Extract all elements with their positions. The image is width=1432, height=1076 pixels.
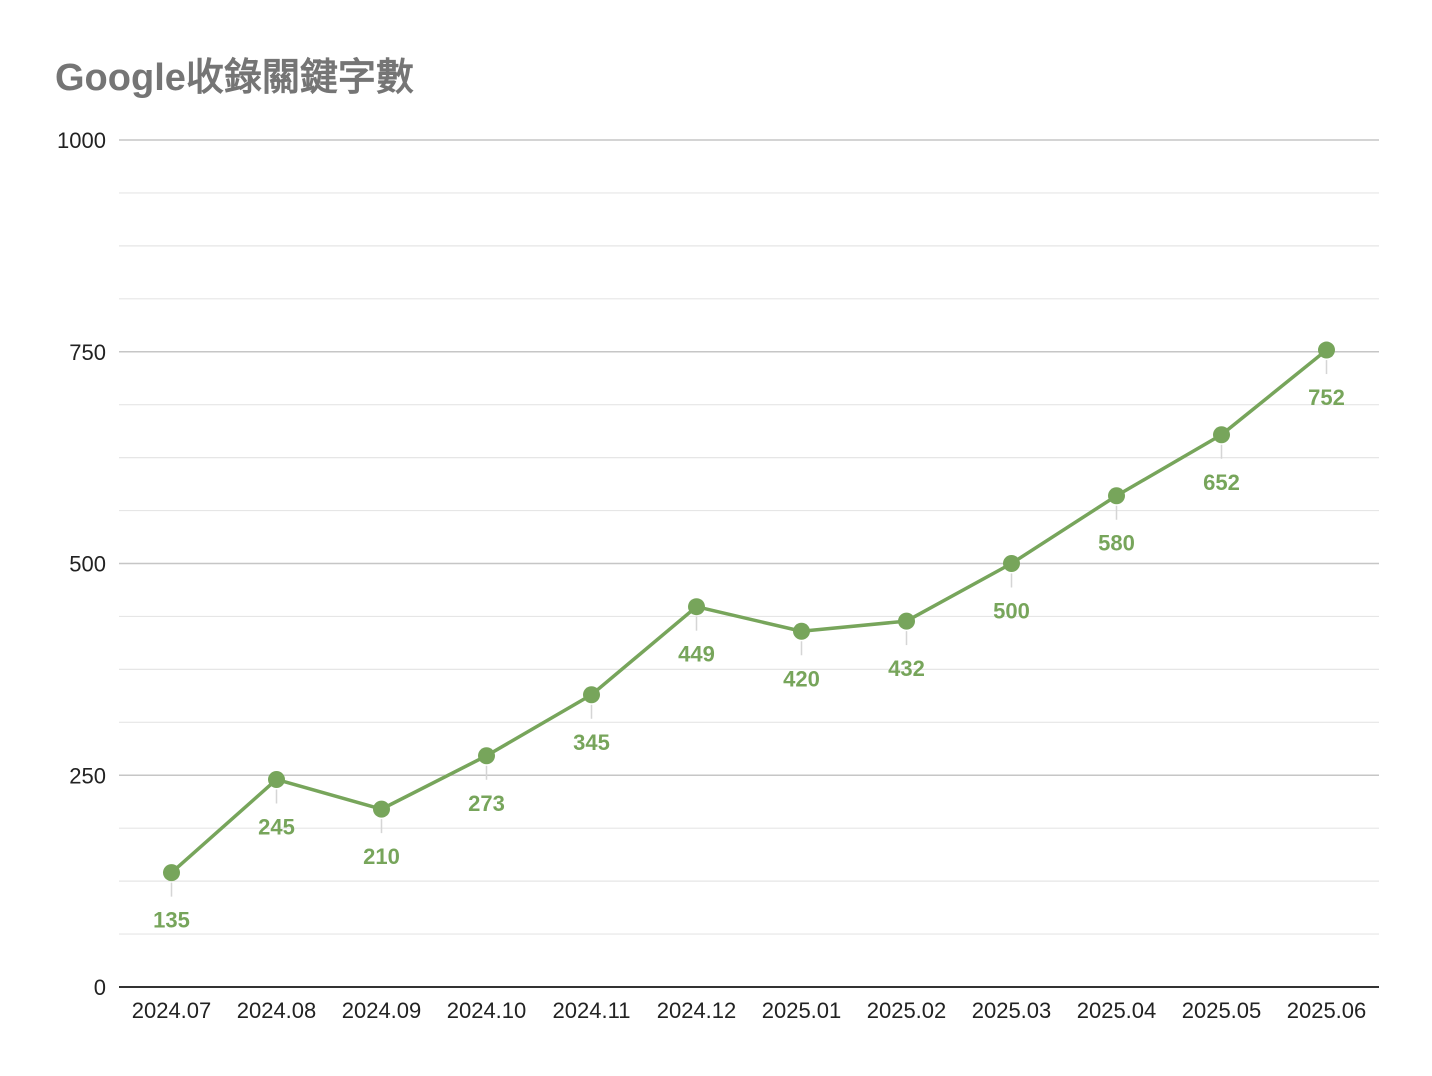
x-tick-label: 2024.12 [657,998,737,1023]
data-point [1108,487,1125,505]
series-line [169,348,1329,875]
y-tick-label: 1000 [57,128,106,153]
data-label: 652 [1203,470,1240,495]
data-point [478,747,495,765]
chart-title: Google收錄關鍵字數 [55,57,414,99]
data-point [898,612,915,630]
x-tick-label: 2024.08 [237,998,317,1023]
data-label: 210 [363,844,400,869]
data-label: 420 [783,666,820,691]
y-tick-label: 0 [94,975,106,1000]
label-leaders [170,360,1328,897]
data-points [163,341,1335,882]
x-tick-label: 2024.10 [447,998,527,1023]
y-tick-label: 750 [69,340,106,365]
x-tick-label: 2025.02 [867,998,947,1023]
x-tick-label: 2025.01 [762,998,842,1023]
data-point [793,622,810,640]
axes: 0 250 500 750 1000 2024.07 2024.08 2024.09 2024.… [57,128,1379,1023]
data-labels: 135 245 210 273 345 449 420 432 500 580 652 752 [153,385,1345,933]
data-label: 752 [1308,385,1345,410]
data-label: 449 [678,642,715,667]
data-label: 345 [573,730,610,755]
data-point [688,598,705,616]
data-point [1318,341,1335,359]
x-tick-label: 2024.09 [342,998,422,1023]
y-tick-label: 250 [69,763,106,788]
series-polyline [169,348,1329,875]
x-tick-label: 2024.11 [553,998,631,1023]
data-point [163,864,180,882]
data-point [373,800,390,818]
data-label: 135 [153,908,190,933]
data-label: 580 [1098,531,1135,556]
x-tick-label: 2025.06 [1287,998,1367,1023]
x-tick-label: 2025.03 [972,998,1052,1023]
data-point [1003,555,1020,572]
x-tick-label: 2024.07 [132,998,212,1023]
x-tick-label: 2025.05 [1182,998,1262,1023]
data-point [1213,426,1230,444]
y-tick-label: 500 [69,552,106,577]
data-label: 245 [258,814,295,839]
x-tick-label: 2025.04 [1077,998,1157,1023]
data-label: 273 [468,791,505,816]
data-label: 500 [993,599,1030,624]
data-point [268,770,285,788]
data-label: 432 [888,656,925,681]
data-point [583,686,600,704]
gridlines [119,139,1379,935]
